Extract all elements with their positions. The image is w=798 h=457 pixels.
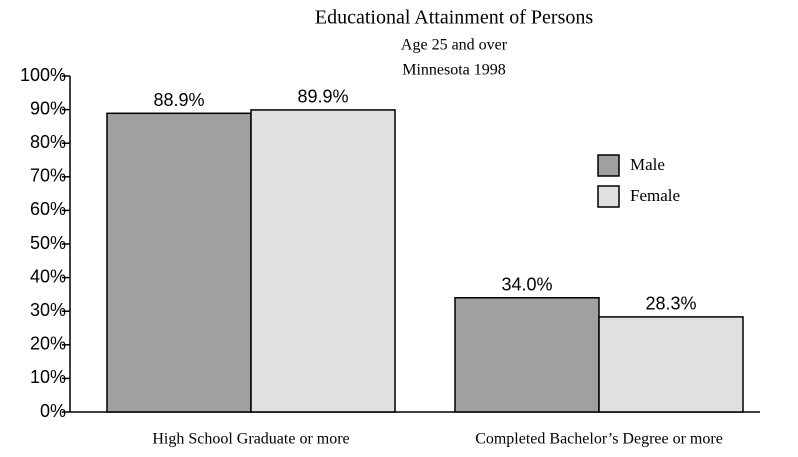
legend-swatch xyxy=(597,154,620,177)
bar xyxy=(454,297,600,413)
bar xyxy=(106,112,252,413)
chart-title: Educational Attainment of Persons xyxy=(315,7,593,29)
y-tick-label: 50% xyxy=(30,233,66,253)
y-tick-label: 90% xyxy=(30,98,66,118)
legend-label: Male xyxy=(630,155,665,174)
value-label: 89.9% xyxy=(297,87,348,107)
value-label: 28.3% xyxy=(645,294,696,314)
y-tick-label: 80% xyxy=(30,132,66,152)
value-label: 88.9% xyxy=(153,90,204,110)
y-tick-label: 30% xyxy=(30,300,66,320)
legend-swatch xyxy=(597,185,620,208)
bar xyxy=(598,316,744,413)
y-tick-label: 60% xyxy=(30,199,66,219)
chart-subtitle: Age 25 and over xyxy=(401,37,508,54)
y-tick-label: 70% xyxy=(30,166,66,186)
y-tick-label: 40% xyxy=(30,266,66,286)
y-tick-label: 20% xyxy=(30,334,66,354)
y-tick-label: 100% xyxy=(20,65,66,85)
value-label: 34.0% xyxy=(501,275,552,295)
legend-label: Female xyxy=(630,186,680,205)
x-tick-label: Completed Bachelor’s Degree or more xyxy=(475,431,723,448)
y-tick-label: 0% xyxy=(40,401,66,421)
chart-subtitle: Minnesota 1998 xyxy=(402,62,506,79)
x-tick-label: High School Graduate or more xyxy=(152,431,349,448)
y-tick-label: 10% xyxy=(30,367,66,387)
bar xyxy=(250,109,396,413)
